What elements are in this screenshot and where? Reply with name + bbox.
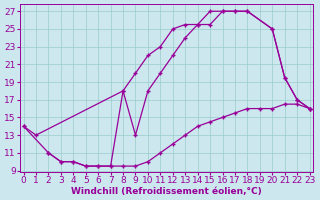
X-axis label: Windchill (Refroidissement éolien,°C): Windchill (Refroidissement éolien,°C) <box>71 187 262 196</box>
